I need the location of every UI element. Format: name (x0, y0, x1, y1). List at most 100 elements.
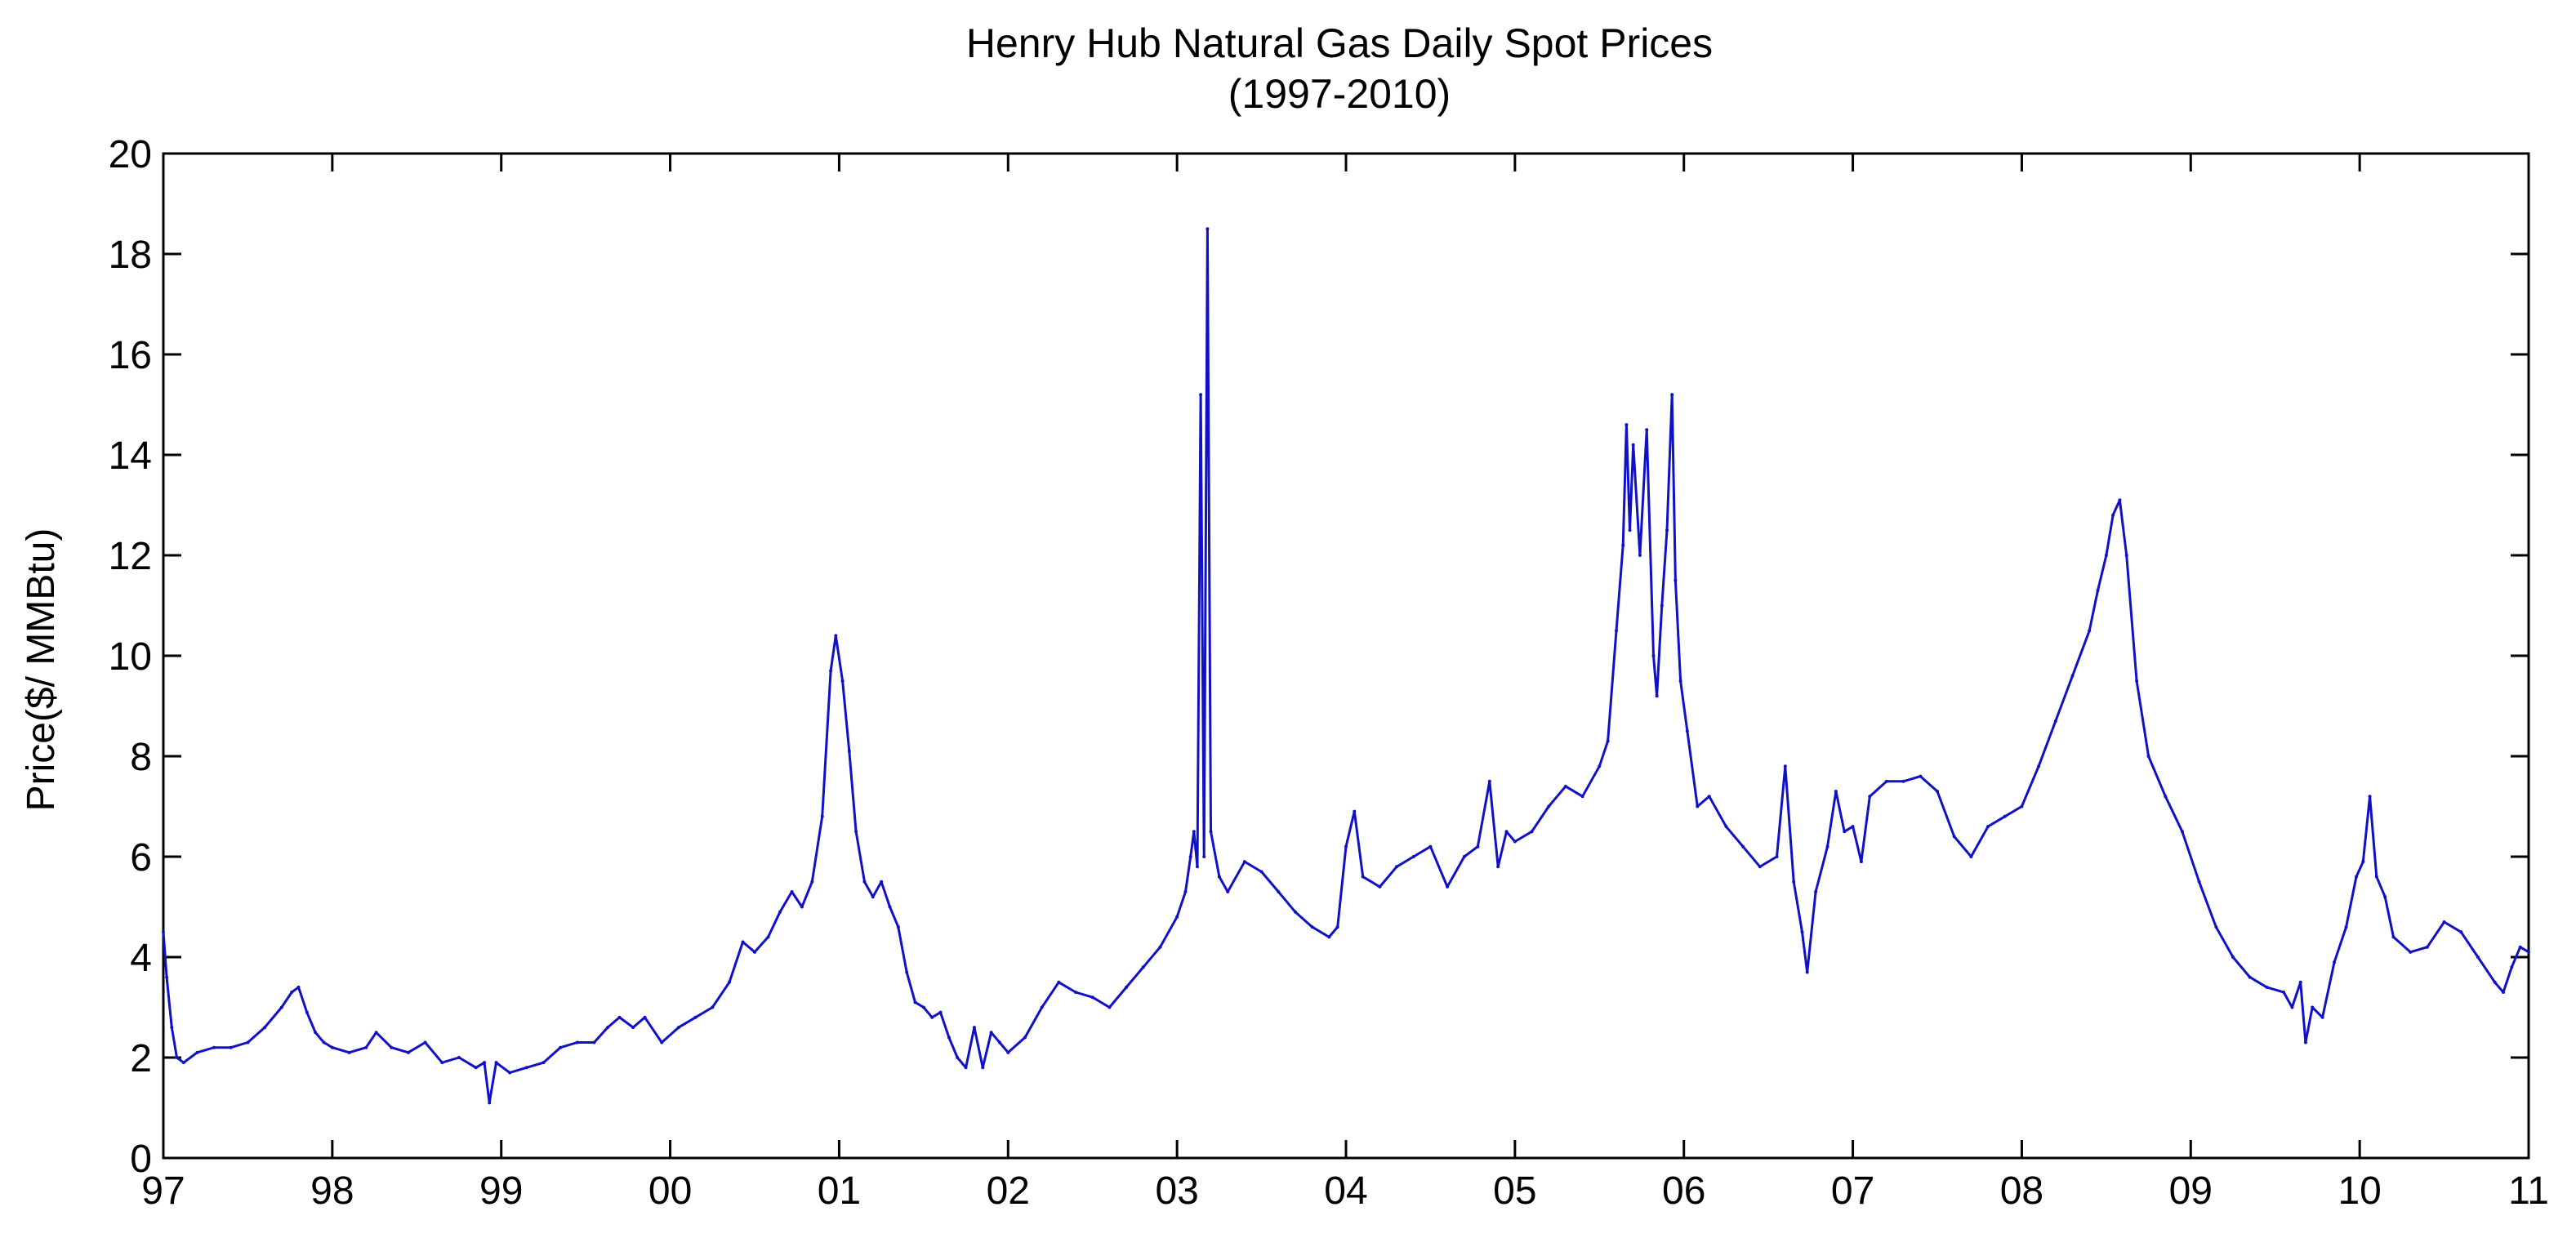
data-point (1074, 991, 1078, 995)
data-point (2197, 880, 2201, 884)
data-point (2391, 935, 2396, 939)
x-tick-label: 03 (1155, 1169, 1198, 1213)
data-point (862, 880, 867, 884)
y-tick-label: 16 (109, 334, 152, 377)
data-point (575, 1040, 579, 1044)
x-tick-label: 99 (479, 1169, 523, 1213)
x-tick-label: 00 (648, 1169, 692, 1213)
data-point (2368, 795, 2372, 799)
data-point (1936, 790, 1939, 794)
data-point (829, 669, 833, 673)
y-tick-label: 20 (109, 133, 152, 176)
data-point (1206, 227, 1210, 231)
data-point (1655, 694, 1659, 698)
data-point (2527, 950, 2530, 954)
data-point (2344, 925, 2348, 929)
data-point (1651, 654, 1656, 657)
series-line-0 (162, 227, 2529, 1104)
data-point (1209, 830, 1213, 834)
data-point (1310, 925, 1314, 929)
data-point (766, 935, 770, 939)
data-point (1614, 629, 1618, 633)
y-tick-label: 0 (130, 1138, 152, 1181)
data-point (693, 1015, 697, 1019)
data-point (972, 1026, 976, 1030)
data-point (1628, 528, 1632, 532)
data-point (847, 749, 851, 753)
x-tick-label: 10 (2338, 1169, 2381, 1213)
x-tick-label: 01 (818, 1169, 861, 1213)
data-point (1158, 945, 1162, 949)
data-point (212, 1045, 216, 1049)
data-point (2510, 965, 2514, 969)
data-point (2518, 945, 2522, 949)
data-point (2282, 991, 2286, 995)
data-point (1783, 764, 1787, 768)
data-point (741, 940, 745, 944)
y-tick-label: 6 (130, 836, 152, 880)
x-tick-label: 08 (2000, 1169, 2043, 1213)
data-point (195, 1050, 199, 1054)
data-point (1884, 779, 1888, 783)
data-point (938, 1010, 943, 1014)
data-point (1259, 870, 1263, 874)
data-point (1411, 855, 1415, 858)
data-point (1353, 809, 1357, 813)
data-point (800, 905, 804, 909)
data-point (2088, 629, 2092, 633)
data-point (1395, 865, 1399, 869)
data-point (296, 985, 301, 989)
data-point (2135, 679, 2139, 683)
data-point (840, 679, 845, 683)
data-point (1800, 930, 1804, 934)
data-point (229, 1045, 233, 1049)
data-point (981, 1066, 985, 1070)
data-point (1530, 830, 1534, 834)
data-point (1724, 825, 1728, 829)
data-point (2053, 719, 2057, 723)
data-point (290, 991, 294, 995)
data-point (2303, 1040, 2307, 1044)
data-point (997, 1040, 1001, 1044)
data-point (2164, 795, 2168, 799)
x-tick-label: 04 (1324, 1169, 1367, 1213)
data-point (1277, 890, 1281, 894)
data-point (1195, 865, 1199, 869)
data-point (1851, 825, 1855, 829)
data-point (1023, 1036, 1027, 1040)
x-tick-label: 06 (1662, 1169, 1705, 1213)
data-point (956, 1056, 960, 1059)
y-tick-label: 10 (109, 635, 152, 679)
data-point (871, 895, 875, 899)
data-point (888, 905, 892, 909)
data-point (1969, 855, 1973, 858)
data-point (2265, 985, 2269, 989)
data-point (905, 970, 909, 974)
data-point (1814, 890, 1818, 894)
data-point (592, 1040, 596, 1044)
data-point (1631, 443, 1635, 447)
data-point (2290, 1005, 2294, 1009)
series-group (162, 227, 2530, 1105)
data-point (2037, 764, 2041, 768)
data-point (947, 1036, 951, 1040)
data-point (1758, 865, 1762, 869)
data-point (2214, 925, 2218, 929)
data-point (2493, 980, 2497, 984)
data-point (1192, 830, 1196, 834)
data-point (1580, 795, 1584, 799)
data-point (1487, 779, 1491, 783)
data-point (1175, 915, 1179, 919)
data-point (1217, 875, 1221, 879)
data-point (1707, 795, 1711, 799)
data-point (1621, 543, 1625, 547)
data-point (2333, 960, 2337, 964)
y-tick-label: 2 (130, 1037, 152, 1080)
data-point (1446, 884, 1450, 889)
data-point (2409, 950, 2413, 954)
y-axis-label: Price($/ MMBtu) (20, 528, 63, 812)
data-point (1199, 393, 1203, 397)
data-point (964, 1066, 968, 1070)
